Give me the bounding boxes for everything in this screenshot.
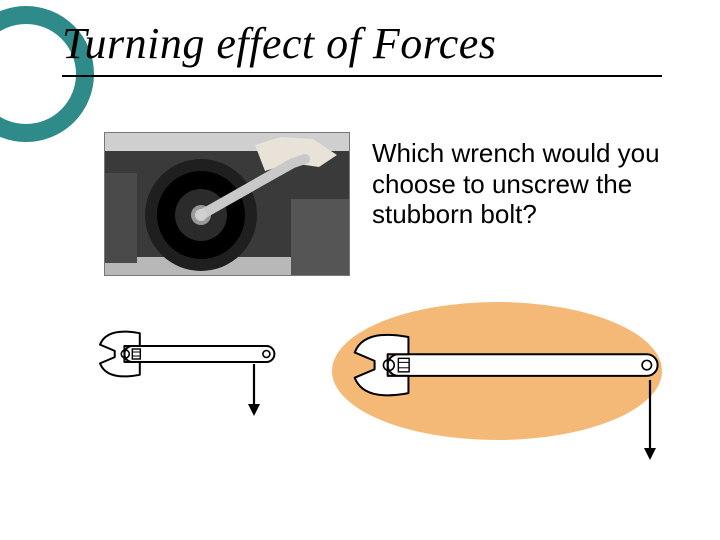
photo-wrench-on-bolt bbox=[104, 132, 350, 276]
force-arrow-long-icon bbox=[643, 380, 657, 467]
force-arrow-short-icon bbox=[247, 364, 261, 423]
short-wrench-icon bbox=[98, 328, 291, 389]
long-wrench-icon bbox=[352, 330, 680, 409]
body-text: Which wrench would you choose to unscrew… bbox=[372, 138, 672, 230]
slide: Turning effect of Forces Which wrench wo… bbox=[0, 0, 720, 540]
title-underline bbox=[62, 75, 662, 77]
photo-illustration bbox=[105, 133, 349, 275]
title-block: Turning effect of Forces bbox=[62, 18, 682, 77]
slide-title: Turning effect of Forces bbox=[62, 18, 682, 69]
